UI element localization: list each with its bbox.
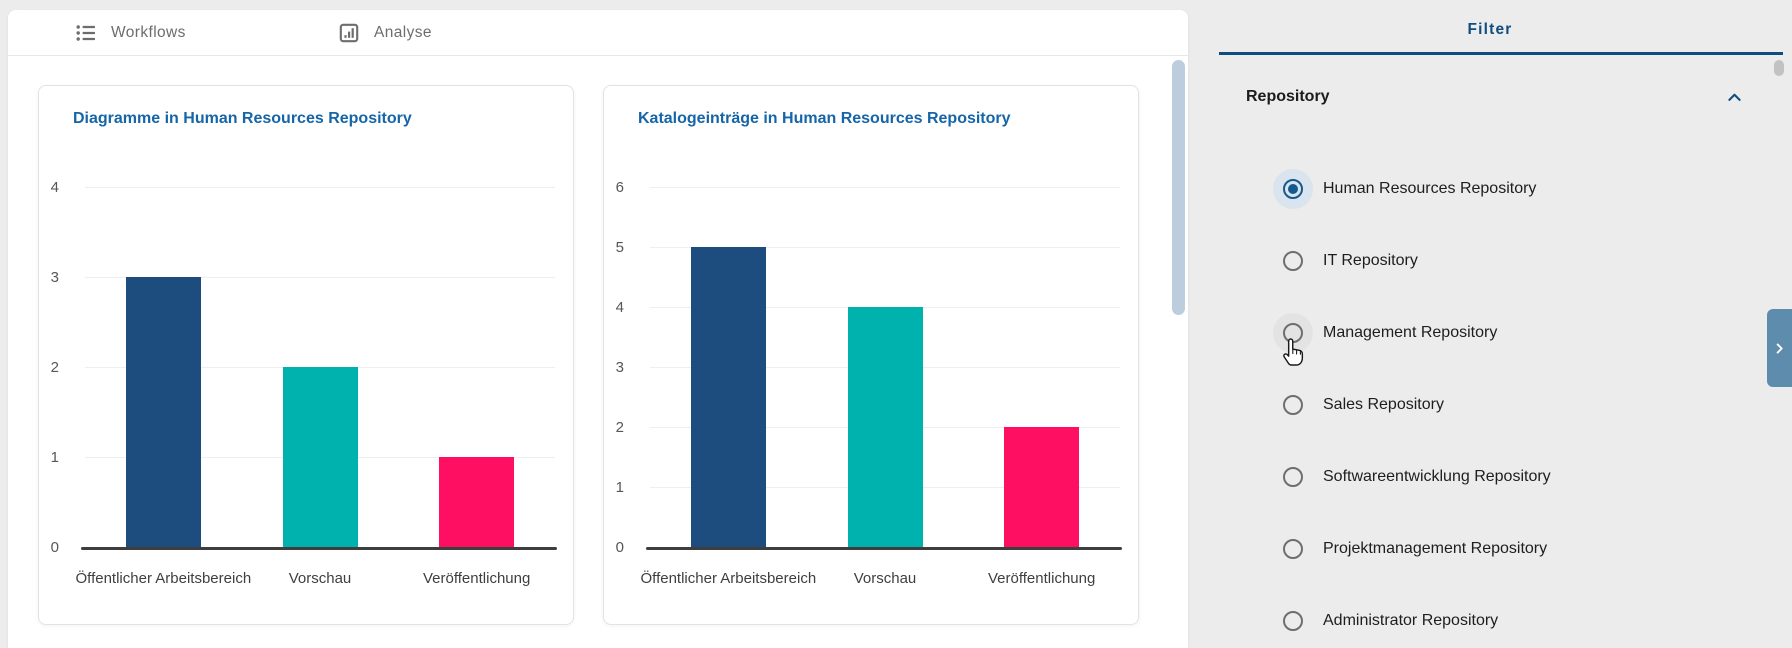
x-axis-line bbox=[81, 546, 557, 550]
radio-dot bbox=[1288, 256, 1298, 266]
radio-button[interactable] bbox=[1273, 169, 1313, 209]
radio-circle bbox=[1283, 251, 1303, 271]
radio-dot bbox=[1288, 544, 1298, 554]
radio-button[interactable] bbox=[1273, 601, 1313, 641]
bar-chart-katalogeintraege: 0 1 2 3 4 5 6 Öffentlicher Arbeitsbereich Vorsch… bbox=[616, 179, 1122, 587]
radio-option-label: Softwareentwicklung Repository bbox=[1323, 468, 1551, 485]
filter-panel: Filter Repository Human Resources Reposi… bbox=[1188, 0, 1792, 648]
radio-button[interactable] bbox=[1273, 313, 1313, 353]
radio-circle bbox=[1283, 179, 1303, 199]
chart-card-diagramme: Diagramme in Human Resources Repository … bbox=[38, 85, 574, 625]
radio-option-label: Sales Repository bbox=[1323, 396, 1444, 413]
radio-dot bbox=[1288, 400, 1298, 410]
y-axis-tick-label: 3 bbox=[615, 359, 624, 376]
x-axis-category-label: Öffentlicher Arbeitsbereich bbox=[75, 570, 252, 587]
y-axis-tick-label: 1 bbox=[50, 449, 59, 466]
tab-workflows[interactable]: Workflows bbox=[74, 10, 186, 56]
x-axis-line bbox=[646, 546, 1122, 550]
x-axis-category-label: Veröffentlichung bbox=[988, 570, 1096, 587]
radio-circle bbox=[1283, 539, 1303, 559]
chart-card-katalogeintraege: Katalogeinträge in Human Resources Repos… bbox=[603, 85, 1139, 625]
repository-radio-option[interactable]: Projektmanagement Repository bbox=[1188, 527, 1792, 571]
x-axis-category-label: Vorschau bbox=[288, 570, 352, 587]
radio-option-label: IT Repository bbox=[1323, 252, 1418, 269]
tab-workflows-label: Workflows bbox=[111, 24, 186, 41]
expand-panel-button[interactable] bbox=[1767, 309, 1792, 387]
y-axis-tick-label: 2 bbox=[615, 419, 624, 437]
radio-option-label: Projektmanagement Repository bbox=[1323, 540, 1548, 557]
bar bbox=[125, 277, 201, 547]
y-axis-tick-label: 2 bbox=[50, 359, 59, 376]
radio-dot bbox=[1288, 472, 1298, 482]
gridline bbox=[85, 186, 555, 188]
filter-tab-title[interactable]: Filter bbox=[1467, 21, 1513, 38]
radio-dot bbox=[1288, 616, 1298, 626]
chevron-up-icon[interactable] bbox=[1725, 88, 1744, 107]
radio-dot bbox=[1288, 328, 1298, 338]
vertical-scrollbar-thumb[interactable] bbox=[1172, 60, 1185, 315]
y-axis-tick-label: 0 bbox=[615, 539, 624, 556]
gridline bbox=[85, 276, 555, 278]
analytics-icon bbox=[339, 23, 359, 43]
y-axis-tick-label: 6 bbox=[615, 179, 624, 196]
bar bbox=[439, 457, 515, 547]
repository-radio-option[interactable]: Sales Repository bbox=[1188, 383, 1792, 427]
y-axis-tick-label: 0 bbox=[50, 539, 59, 556]
bar bbox=[282, 367, 358, 547]
bar-chart-diagramme: 0 1 2 3 4 Öffentlicher Arbeitsbereich Vorschau… bbox=[51, 179, 557, 587]
radio-option-label: Human Resources Repository bbox=[1323, 180, 1537, 197]
tab-analyse-label: Analyse bbox=[374, 24, 432, 41]
radio-button[interactable] bbox=[1273, 529, 1313, 569]
y-axis-tick-label: 4 bbox=[50, 179, 59, 196]
radio-option-label: Administrator Repository bbox=[1323, 612, 1499, 629]
radio-circle bbox=[1283, 323, 1303, 343]
repository-radio-option[interactable]: Human Resources Repository bbox=[1188, 167, 1792, 211]
y-axis-tick-label: 4 bbox=[615, 299, 624, 317]
y-axis-tick-label: 1 bbox=[615, 479, 624, 497]
x-axis-category-label: Öffentlicher Arbeitsbereich bbox=[640, 570, 817, 587]
radio-circle bbox=[1283, 395, 1303, 415]
radio-circle bbox=[1283, 611, 1303, 631]
radio-option-label: Management Repository bbox=[1323, 324, 1498, 341]
repository-radio-option[interactable]: Management Repository bbox=[1188, 311, 1792, 355]
gridline bbox=[650, 186, 1120, 188]
repository-section-header[interactable]: Repository bbox=[1246, 82, 1744, 112]
tab-bar: Workflows Analyse bbox=[8, 10, 1188, 56]
x-axis-category-label: Veröffentlichung bbox=[423, 570, 531, 587]
repository-radio-option[interactable]: Administrator Repository bbox=[1188, 599, 1792, 643]
bar bbox=[847, 307, 923, 547]
radio-circle bbox=[1283, 467, 1303, 487]
chart-title: Diagramme in Human Resources Repository bbox=[73, 110, 412, 127]
radio-button[interactable] bbox=[1273, 241, 1313, 281]
x-axis-category-label: Vorschau bbox=[853, 570, 917, 587]
y-axis-tick-label: 5 bbox=[615, 239, 624, 256]
filter-tab-indicator bbox=[1219, 52, 1783, 55]
repository-radio-option[interactable]: Softwareentwicklung Repository bbox=[1188, 455, 1792, 499]
gridline bbox=[650, 246, 1120, 248]
repository-option-list: Human Resources Repository IT Repository… bbox=[1188, 167, 1792, 648]
radio-button[interactable] bbox=[1273, 385, 1313, 425]
main-content-panel: Workflows Analyse Diagramme in Human Res… bbox=[8, 10, 1188, 648]
list-bulleted-icon bbox=[76, 25, 95, 41]
repository-section-label: Repository bbox=[1246, 88, 1330, 105]
bar bbox=[1004, 427, 1080, 547]
panel-scrollbar-thumb[interactable] bbox=[1774, 60, 1784, 76]
chevron-right-icon bbox=[1776, 343, 1783, 353]
radio-dot bbox=[1288, 184, 1298, 194]
y-axis-tick-label: 3 bbox=[50, 269, 59, 286]
radio-button[interactable] bbox=[1273, 457, 1313, 497]
tab-analyse[interactable]: Analyse bbox=[337, 10, 432, 56]
bar bbox=[690, 247, 766, 547]
chart-title: Katalogeinträge in Human Resources Repos… bbox=[638, 110, 1011, 127]
repository-radio-option[interactable]: IT Repository bbox=[1188, 239, 1792, 283]
